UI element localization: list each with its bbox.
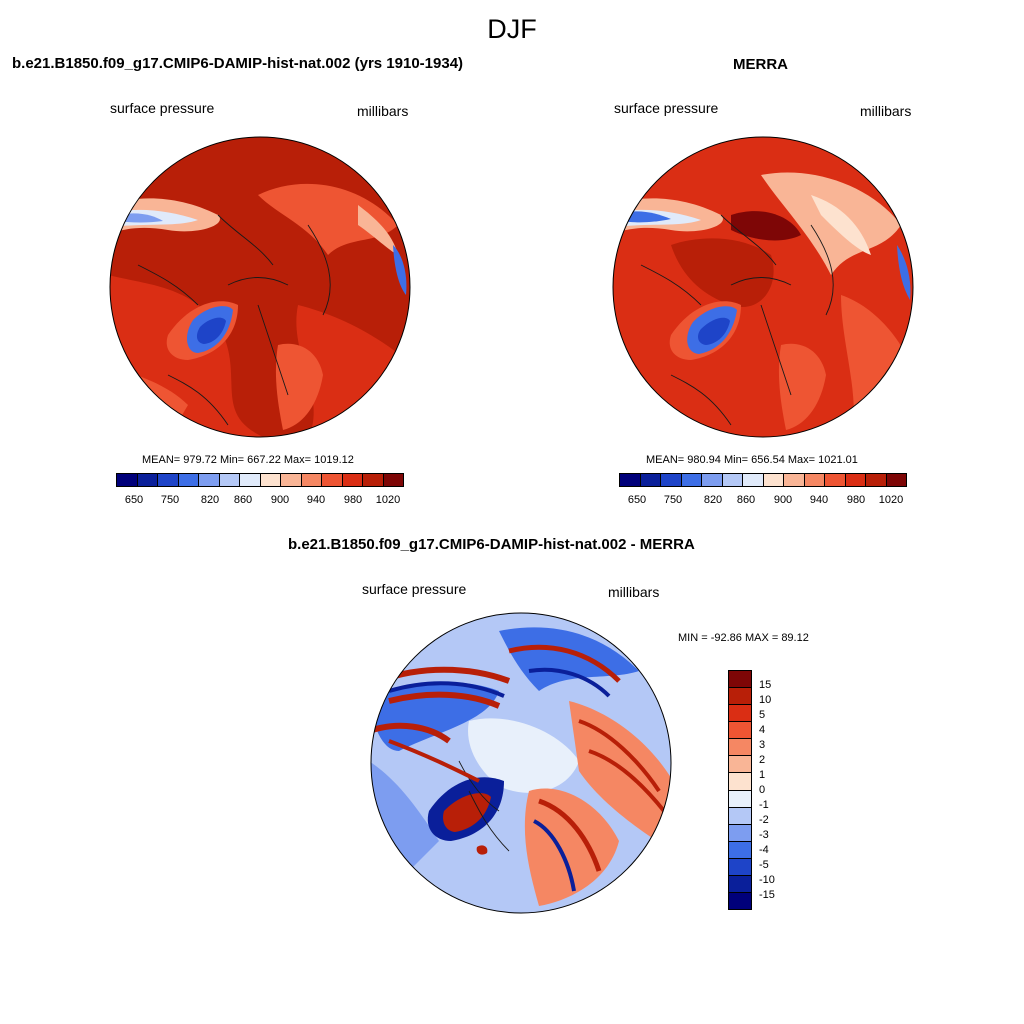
diff-panel-title: b.e21.B1850.f09_g17.CMIP6-DAMIP-hist-nat…: [288, 536, 695, 553]
obs-tick-label: 940: [809, 494, 829, 506]
obs-colorbar-swatch: [825, 474, 846, 486]
model-colorbar-swatch: [342, 474, 363, 486]
obs-colorbar-swatch: [661, 474, 682, 486]
diff-tick-label: -4: [759, 844, 769, 856]
obs-panel-title: MERRA: [733, 56, 788, 73]
model-colorbar-swatch: [178, 474, 199, 486]
model-colorbar-swatch: [383, 474, 403, 486]
diff-tick-label: 0: [759, 784, 766, 796]
diff-colorbar-swatch: [729, 893, 751, 910]
model-colorbar: [116, 473, 404, 487]
obs-tick-label: 980: [846, 494, 866, 506]
obs-colorbar-swatch: [784, 474, 805, 486]
diff-tick-label: -1: [759, 799, 769, 811]
model-tick-label: 900: [270, 494, 290, 506]
obs-tick-label: 750: [663, 494, 683, 506]
model-colorbar-swatch: [363, 474, 384, 486]
diff-minmax-text: MIN = -92.86 MAX = 89.12: [678, 632, 809, 644]
model-polar-map: [109, 136, 411, 438]
diff-colorbar-swatch: [729, 790, 751, 808]
diff-tick-label: -2: [759, 814, 769, 826]
diff-colorbar-swatch: [729, 739, 751, 757]
model-tick-label: 820: [200, 494, 220, 506]
diff-colorbar-swatch: [729, 671, 751, 689]
diff-polar-map: [370, 612, 672, 914]
diff-tick-label: -3: [759, 829, 769, 841]
model-tick-label: 940: [306, 494, 326, 506]
model-tick-label: 1020: [375, 494, 401, 506]
model-tick-label: 750: [160, 494, 180, 506]
diff-colorbar-swatch: [729, 875, 751, 894]
diff-tick-label: 5: [759, 709, 766, 721]
diff-colorbar-swatch: [729, 807, 751, 825]
diff-colorbar-swatch: [729, 773, 751, 791]
model-colorbar-swatch: [199, 474, 220, 486]
diff-colorbar-swatch: [729, 688, 751, 706]
model-colorbar-ticks: 650 750 820 860 900 940 980 1020: [116, 494, 404, 508]
obs-colorbar-ticks: 650 750 820 860 900 940 980 1020: [619, 494, 907, 508]
obs-tick-label: 900: [773, 494, 793, 506]
diff-variable-label: surface pressure: [362, 581, 467, 597]
diff-tick-label: -10: [759, 874, 775, 886]
obs-colorbar-swatch: [886, 474, 906, 486]
model-colorbar-swatch: [219, 474, 240, 486]
obs-tick-label: 820: [703, 494, 723, 506]
model-colorbar-swatch: [281, 474, 302, 486]
diff-tick-label: 2: [759, 754, 766, 766]
model-stats-text: MEAN= 979.72 Min= 667.22 Max= 1019.12: [142, 454, 354, 466]
obs-colorbar: [619, 473, 907, 487]
model-variable-label: surface pressure: [110, 100, 215, 116]
diff-units-label: millibars: [608, 584, 660, 600]
obs-tick-label: 860: [736, 494, 756, 506]
obs-colorbar-swatch: [620, 474, 641, 486]
diff-tick-label: -5: [759, 859, 769, 871]
figure-title: DJF: [487, 14, 537, 44]
model-units-label: millibars: [357, 103, 409, 119]
obs-colorbar-swatch: [845, 474, 866, 486]
model-colorbar-swatch: [137, 474, 158, 486]
diff-tick-label: 10: [759, 694, 772, 706]
diff-tick-label: 3: [759, 739, 766, 751]
obs-units-label: millibars: [860, 103, 912, 119]
obs-tick-label: 1020: [878, 494, 904, 506]
obs-colorbar-swatch: [640, 474, 661, 486]
diff-colorbar: [728, 670, 752, 910]
obs-polar-map: [612, 136, 914, 438]
model-colorbar-swatch: [301, 474, 322, 486]
model-tick-label: 650: [124, 494, 144, 506]
diff-colorbar-swatch: [729, 722, 751, 740]
diff-colorbar-swatch: [729, 824, 751, 842]
model-tick-label: 860: [233, 494, 253, 506]
diff-tick-label: -15: [759, 889, 775, 901]
obs-colorbar-swatch: [722, 474, 743, 486]
obs-colorbar-swatch: [804, 474, 825, 486]
diff-colorbar-swatch: [729, 756, 751, 774]
diff-tick-label: 4: [759, 724, 766, 736]
diff-colorbar-swatch: [729, 705, 751, 723]
obs-colorbar-swatch: [681, 474, 702, 486]
diff-colorbar-swatch: [729, 858, 751, 876]
model-colorbar-swatch: [158, 474, 179, 486]
obs-colorbar-swatch: [763, 474, 784, 486]
obs-stats-text: MEAN= 980.94 Min= 656.54 Max= 1021.01: [646, 454, 858, 466]
obs-colorbar-swatch: [743, 474, 764, 486]
model-panel-title: b.e21.B1850.f09_g17.CMIP6-DAMIP-hist-nat…: [12, 55, 464, 72]
obs-tick-label: 650: [627, 494, 647, 506]
model-colorbar-swatch: [260, 474, 281, 486]
model-colorbar-swatch: [117, 474, 138, 486]
diff-colorbar-swatch: [729, 841, 751, 859]
model-colorbar-swatch: [240, 474, 261, 486]
obs-colorbar-swatch: [866, 474, 887, 486]
diff-tick-label: 1: [759, 769, 766, 781]
obs-colorbar-swatch: [702, 474, 723, 486]
model-tick-label: 980: [343, 494, 363, 506]
diff-colorbar-ticks: 15 10 5 4 3 2 1 0 -1 -2 -3 -4 -5 -10 -15: [759, 670, 799, 910]
obs-variable-label: surface pressure: [614, 100, 719, 116]
diff-tick-label: 15: [759, 679, 772, 691]
model-colorbar-swatch: [322, 474, 343, 486]
